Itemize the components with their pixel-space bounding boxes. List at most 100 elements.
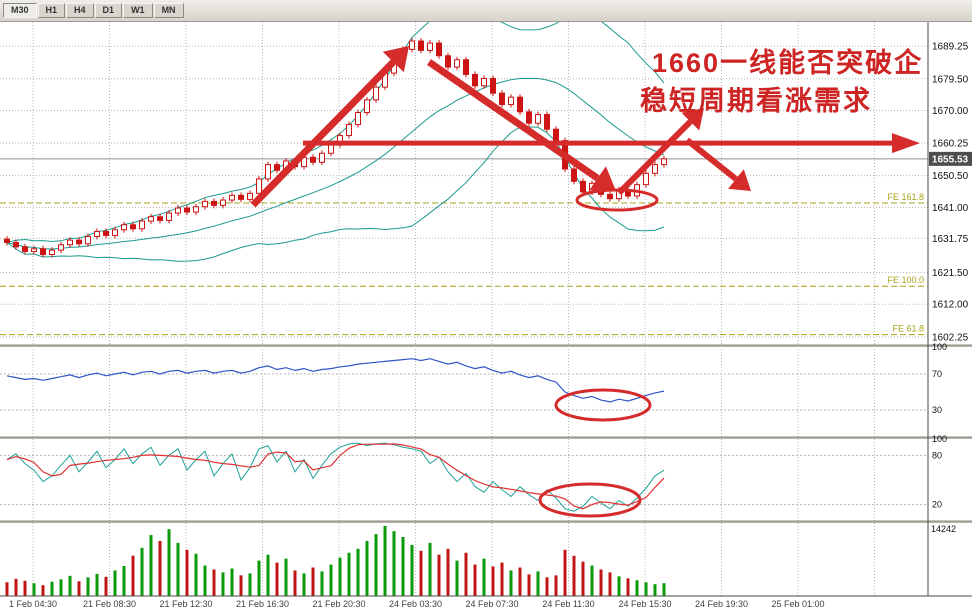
timeframe-D1[interactable]: D1 xyxy=(94,3,123,18)
candle xyxy=(310,156,316,163)
volume-bar xyxy=(599,569,603,596)
timeframe-H4[interactable]: H4 xyxy=(66,3,94,18)
volume-bar xyxy=(239,575,243,596)
volume-bar xyxy=(419,550,423,596)
candle xyxy=(580,180,586,193)
candle xyxy=(76,239,82,245)
fib-label: FE 161.8 xyxy=(887,192,924,202)
candle xyxy=(661,158,667,166)
candle xyxy=(499,92,505,106)
volume-bar xyxy=(311,567,315,596)
volume-bar xyxy=(581,561,585,596)
price-label: 1641.00 xyxy=(932,203,969,214)
time-label: 24 Feb 11:30 xyxy=(542,599,594,609)
price-label: 1689.25 xyxy=(932,42,969,53)
volume-bar xyxy=(32,583,36,596)
current-price-tag xyxy=(929,151,972,166)
candle xyxy=(463,59,469,75)
volume-bar xyxy=(68,575,72,596)
volume-bar xyxy=(5,582,9,596)
fib-label: FE 100.0 xyxy=(887,275,924,285)
price-label: 1631.75 xyxy=(932,234,969,245)
volume-bar xyxy=(248,573,252,596)
time-label: 24 Feb 07:30 xyxy=(465,599,518,609)
candle xyxy=(553,128,559,142)
volume-bar xyxy=(50,581,54,596)
candle xyxy=(643,172,649,186)
stoch-scale-label: 100 xyxy=(932,434,947,444)
candle xyxy=(121,224,127,231)
volume-bar xyxy=(59,579,63,596)
candle xyxy=(49,249,55,255)
time-label: 21 Feb 12:30 xyxy=(159,599,212,609)
candle xyxy=(535,114,541,124)
price-scale: 1689.25 1679.50 1670.00 1660.25 1650.50 1641.… xyxy=(0,22,972,597)
volume-bar xyxy=(347,552,351,596)
time-label: 21 Feb 20:30 xyxy=(312,599,365,609)
volume-bar xyxy=(410,544,414,596)
candle xyxy=(112,229,118,236)
volume-bar xyxy=(338,557,342,596)
candle xyxy=(220,199,226,206)
volume-bar xyxy=(221,572,225,596)
volume-bar xyxy=(131,555,135,596)
candle xyxy=(517,96,523,113)
volume-bar xyxy=(590,565,594,596)
candle xyxy=(193,206,199,213)
volume-bar xyxy=(635,580,639,596)
candle xyxy=(472,73,478,87)
volume-bar xyxy=(473,564,477,596)
trend-arrowhead xyxy=(382,46,409,73)
volume-bar xyxy=(77,581,81,596)
volume-bar xyxy=(446,548,450,596)
candle xyxy=(202,200,208,208)
price-label: 1612.00 xyxy=(932,300,969,311)
volume-bar xyxy=(455,560,459,596)
volume-bar xyxy=(149,535,153,596)
volume-bar xyxy=(491,566,495,596)
candle xyxy=(373,86,379,101)
volume-bar xyxy=(653,584,657,596)
candle xyxy=(436,42,442,57)
candle xyxy=(130,224,136,230)
volume-bar xyxy=(644,582,648,596)
volume-bar xyxy=(113,570,117,596)
candle xyxy=(481,77,487,87)
time-label: 21 Feb 16:30 xyxy=(236,599,289,609)
volume-bar xyxy=(293,570,297,596)
volume-bar xyxy=(158,540,162,596)
timeframe-M30[interactable]: M30 xyxy=(3,3,37,18)
volume-bar xyxy=(302,573,306,596)
trend-arrow xyxy=(427,59,600,182)
volume-bar xyxy=(356,548,360,596)
timeframe-MN[interactable]: MN xyxy=(153,3,184,18)
volume-bar xyxy=(194,553,198,596)
time-label: 24 Feb 19:30 xyxy=(695,599,748,609)
volume-bar xyxy=(482,558,486,596)
current-price-value: 1655.53 xyxy=(932,154,969,165)
candle xyxy=(445,55,451,68)
price-label: 1660.25 xyxy=(932,139,969,150)
candle xyxy=(148,216,154,222)
candle xyxy=(13,241,19,248)
candle xyxy=(238,194,244,200)
volume-bar xyxy=(212,569,216,596)
candle xyxy=(346,124,352,137)
candle xyxy=(85,235,91,245)
volume-bar xyxy=(374,534,378,596)
candle xyxy=(328,144,334,154)
volume-bar xyxy=(329,564,333,596)
chart-canvas[interactable]: FE 161.8FE 100.0FE 61.8 1689.251679.5016… xyxy=(0,22,972,612)
volume-bar xyxy=(140,547,144,596)
time-label: 24 Feb 03:30 xyxy=(389,599,442,609)
trend-arrowhead xyxy=(589,166,616,191)
candle xyxy=(229,194,235,201)
volume-bar xyxy=(545,577,549,596)
volume-bar xyxy=(401,537,405,596)
candle xyxy=(409,40,415,50)
volume-bar xyxy=(104,576,108,596)
candle xyxy=(184,207,190,213)
timeframe-H1[interactable]: H1 xyxy=(37,3,66,18)
timeframe-W1[interactable]: W1 xyxy=(123,3,153,18)
